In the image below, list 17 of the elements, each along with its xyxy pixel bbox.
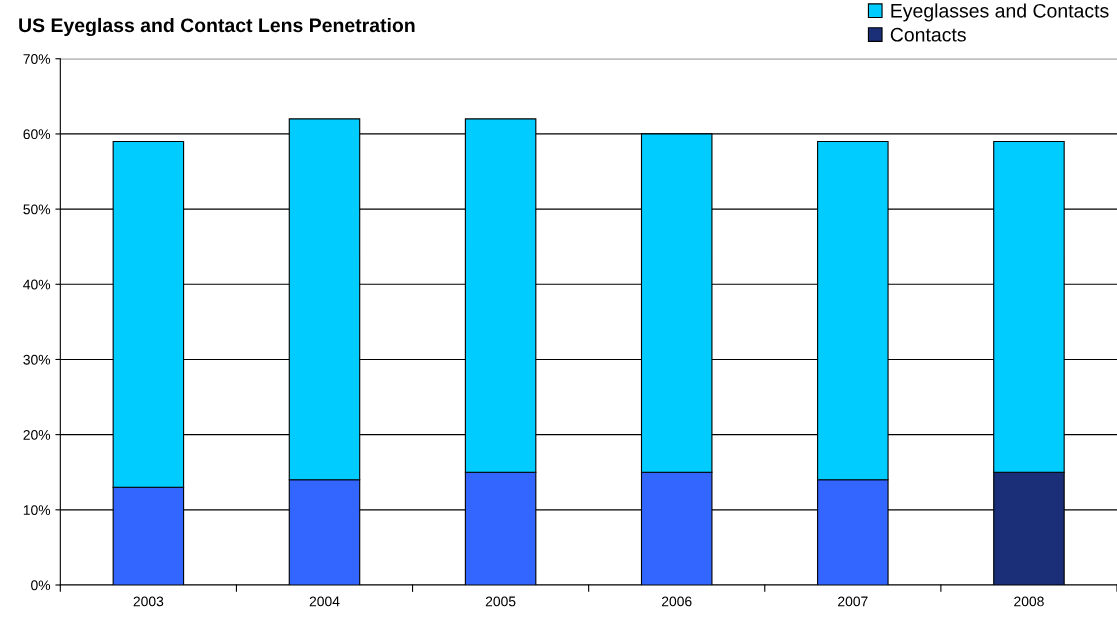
- y-tick-label: 40%: [23, 279, 51, 290]
- x-tick-label: 2004: [309, 596, 340, 607]
- chart-title: US Eyeglass and Contact Lens Penetration: [19, 17, 415, 37]
- x-tick-label: 2008: [1014, 596, 1044, 607]
- y-tick-label: 60%: [23, 129, 51, 140]
- legend-label: Contacts: [890, 27, 966, 42]
- y-tick-label: 70%: [23, 54, 51, 64]
- y-tick-label: 20%: [23, 429, 51, 440]
- x-tick-label: 2007: [838, 596, 868, 607]
- x-tick-label: 2006: [661, 596, 692, 607]
- y-tick-label: 10%: [23, 505, 51, 515]
- x-tick-label: 2003: [133, 596, 164, 607]
- y-tick-label: 0%: [31, 580, 51, 591]
- y-tick-label: 30%: [23, 354, 51, 365]
- legend-label: Eyeglasses and Contacts: [891, 3, 1109, 22]
- y-tick-label: 50%: [23, 204, 51, 215]
- x-tick-label: 2005: [485, 596, 516, 607]
